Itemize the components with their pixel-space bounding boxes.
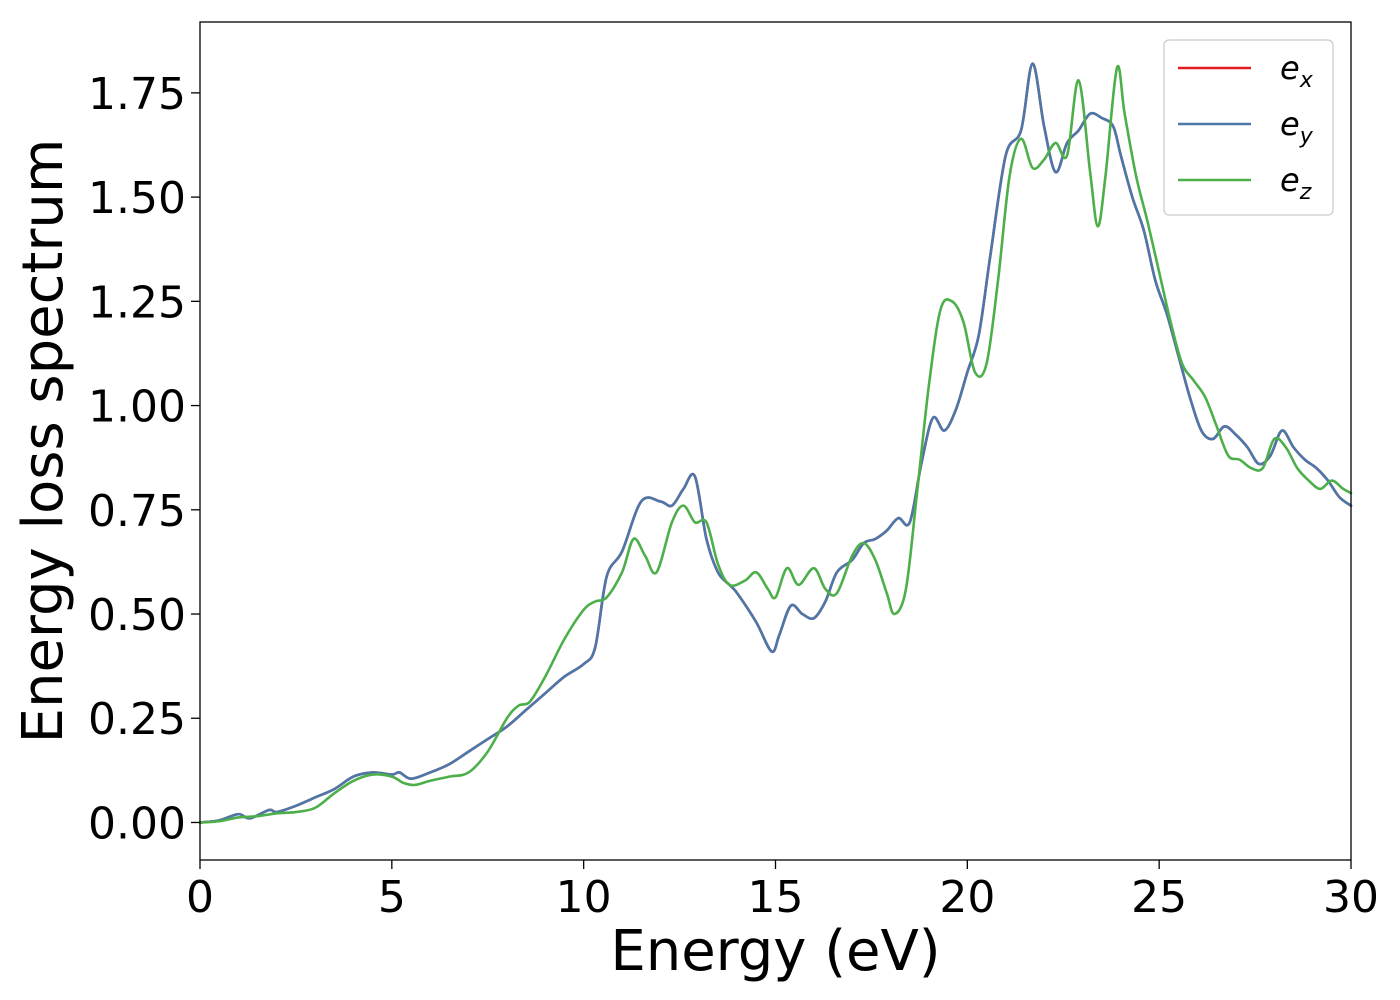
- series-line-y: [198, 62, 1353, 824]
- y-tick-label: 0.25: [88, 694, 186, 745]
- x-tick-label: 30: [1323, 872, 1379, 923]
- y-axis-ticks: 0.00 0.25 0.50 0.75 1.00 1.25 1.50 1.75: [88, 69, 200, 849]
- x-axis-label: Energy (eV): [610, 919, 940, 984]
- plot-series: [198, 62, 1353, 824]
- y-tick-label: 1.25: [88, 277, 186, 328]
- x-tick-label: 10: [556, 872, 612, 923]
- legend-label-subscript: z: [1299, 180, 1312, 205]
- x-tick-label: 25: [1131, 872, 1187, 923]
- legend-label-base: e: [1280, 161, 1300, 199]
- legend-label-z: ez: [1280, 161, 1312, 205]
- y-tick-label: 0.75: [88, 486, 186, 537]
- x-axis-ticks: 0 5 10 15 20 25 30: [186, 860, 1379, 923]
- y-tick-label: 1.50: [88, 173, 186, 224]
- y-tick-label: 0.00: [88, 798, 186, 849]
- series-line-z: [198, 64, 1353, 824]
- legend-label-subscript: x: [1299, 68, 1314, 93]
- y-tick-label: 1.00: [88, 382, 186, 433]
- y-axis-label: Energy loss spectrum: [11, 139, 76, 744]
- x-tick-label: 15: [748, 872, 804, 923]
- legend-label-subscript: y: [1299, 124, 1314, 149]
- x-tick-label: 5: [378, 872, 406, 923]
- legend-box: [1163, 39, 1334, 216]
- x-tick-label: 0: [186, 872, 214, 923]
- legend-label-base: e: [1280, 105, 1300, 143]
- x-tick-label: 20: [939, 872, 995, 923]
- legend-label-x: ex: [1280, 49, 1314, 93]
- y-tick-label: 0.50: [88, 590, 186, 641]
- y-tick-label: 1.75: [88, 69, 186, 120]
- legend-label-base: e: [1280, 49, 1300, 87]
- legend-label-y: ey: [1280, 105, 1314, 149]
